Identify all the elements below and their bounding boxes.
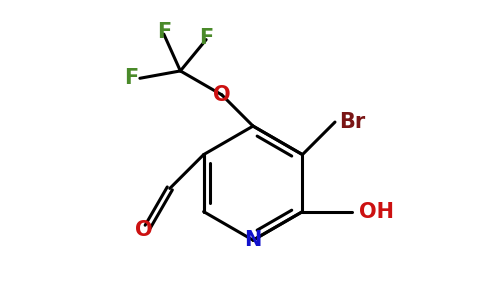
Text: F: F [124, 68, 138, 88]
Text: N: N [244, 230, 262, 250]
Text: Br: Br [339, 112, 365, 132]
Text: F: F [199, 28, 213, 48]
Text: O: O [135, 220, 153, 240]
Text: OH: OH [360, 202, 394, 222]
Text: F: F [157, 22, 171, 42]
Text: O: O [213, 85, 230, 105]
